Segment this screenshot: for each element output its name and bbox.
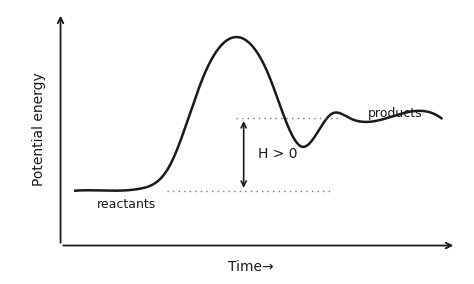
Text: Potential energy: Potential energy xyxy=(32,72,46,186)
Text: products: products xyxy=(368,107,423,120)
Text: H > 0: H > 0 xyxy=(258,147,298,162)
Text: Time→: Time→ xyxy=(228,260,274,274)
Text: reactants: reactants xyxy=(97,199,156,211)
